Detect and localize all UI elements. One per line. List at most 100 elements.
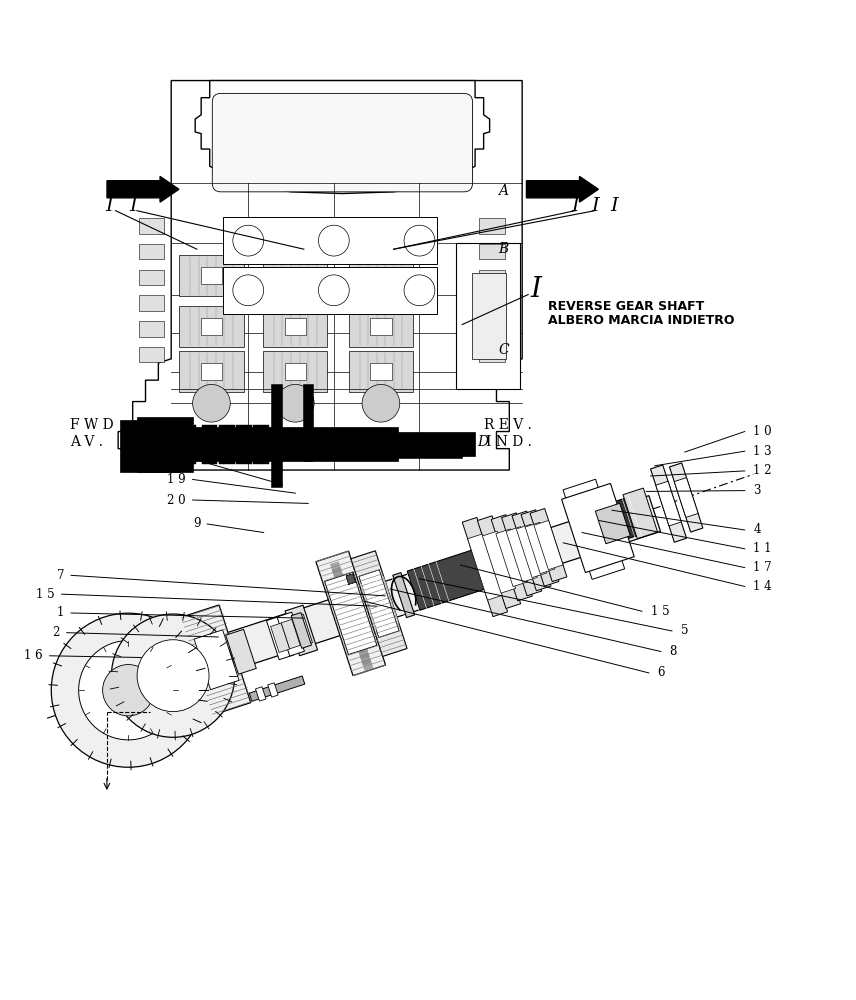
Bar [284, 318, 306, 335]
Bar [343, 601, 354, 614]
Text: R E V .: R E V . [484, 418, 532, 432]
Bar [525, 522, 555, 574]
Bar [268, 683, 278, 697]
Bar [370, 267, 391, 284]
Bar [266, 616, 294, 660]
Bar [346, 574, 355, 584]
Bar [359, 570, 399, 637]
Circle shape [233, 275, 264, 306]
Bar [182, 605, 251, 715]
Text: I: I [591, 197, 599, 215]
Bar [284, 363, 306, 380]
Bar [284, 267, 306, 284]
Circle shape [51, 613, 205, 767]
Circle shape [318, 225, 349, 256]
Bar [223, 217, 437, 264]
Bar [346, 574, 355, 584]
Bar [202, 425, 217, 464]
Text: I N D .: I N D . [486, 435, 532, 449]
Bar [291, 613, 312, 648]
Bar [595, 503, 630, 544]
Bar [407, 539, 517, 610]
Bar [351, 551, 407, 656]
Bar [337, 584, 349, 597]
Text: 1 1: 1 1 [753, 542, 772, 555]
Bar [562, 483, 634, 573]
Bar [675, 478, 698, 517]
Bar [347, 613, 359, 625]
Bar [349, 351, 413, 392]
Bar [478, 516, 520, 608]
FancyBboxPatch shape [212, 93, 473, 192]
Bar [479, 218, 505, 234]
Bar [281, 619, 300, 649]
Bar [223, 267, 437, 314]
Text: 2 0: 2 0 [167, 494, 186, 507]
Text: 1 3: 1 3 [753, 445, 772, 458]
Bar [398, 432, 475, 456]
Bar [502, 513, 542, 596]
Bar [271, 384, 282, 487]
Text: 9: 9 [193, 517, 200, 530]
Bar [393, 573, 414, 618]
Bar [330, 562, 342, 574]
Text: I: I [610, 197, 619, 215]
Bar [200, 363, 223, 380]
Circle shape [233, 225, 264, 256]
Text: B: B [498, 242, 508, 256]
Bar [200, 318, 223, 335]
Text: 1 0: 1 0 [753, 425, 772, 438]
Circle shape [103, 665, 154, 716]
Bar [483, 531, 515, 593]
Bar [139, 244, 164, 259]
Circle shape [79, 641, 178, 740]
Bar [263, 255, 327, 296]
Circle shape [276, 384, 314, 422]
Bar [120, 420, 180, 472]
Bar [346, 574, 355, 584]
Bar [358, 647, 370, 659]
Bar [144, 496, 661, 695]
Bar [345, 607, 356, 620]
Bar [346, 574, 355, 584]
Bar [181, 425, 196, 464]
Text: 1: 1 [56, 606, 64, 619]
Bar [253, 425, 269, 464]
Bar [353, 630, 364, 642]
Bar [467, 534, 502, 600]
Bar [346, 574, 355, 584]
Bar [334, 573, 345, 585]
Bar [512, 511, 551, 591]
Bar [332, 567, 343, 580]
Bar [303, 384, 313, 461]
Bar [133, 427, 398, 461]
Text: 1 8: 1 8 [167, 452, 186, 465]
Text: I: I [531, 276, 542, 303]
Text: C: C [498, 343, 508, 357]
Text: 2: 2 [52, 626, 60, 639]
Bar [324, 572, 377, 655]
Bar [346, 574, 355, 584]
Bar [506, 527, 538, 582]
Bar [346, 574, 355, 584]
Circle shape [137, 640, 209, 712]
Bar [516, 524, 547, 578]
Text: A V .: A V . [70, 435, 104, 449]
Circle shape [404, 275, 435, 306]
Bar [139, 295, 164, 311]
Bar [360, 653, 372, 665]
Bar [479, 321, 505, 337]
Circle shape [404, 225, 435, 256]
FancyArrow shape [526, 176, 598, 202]
Text: I: I [105, 197, 114, 215]
Text: REVERSE GEAR SHAFT: REVERSE GEAR SHAFT [548, 300, 704, 313]
Bar [491, 515, 532, 601]
FancyArrow shape [107, 176, 179, 202]
Bar [139, 218, 164, 234]
Bar [656, 481, 681, 526]
Bar [277, 612, 305, 656]
Bar [651, 465, 687, 542]
Bar [255, 687, 266, 701]
Text: 5: 5 [681, 624, 688, 637]
Bar [340, 590, 351, 602]
